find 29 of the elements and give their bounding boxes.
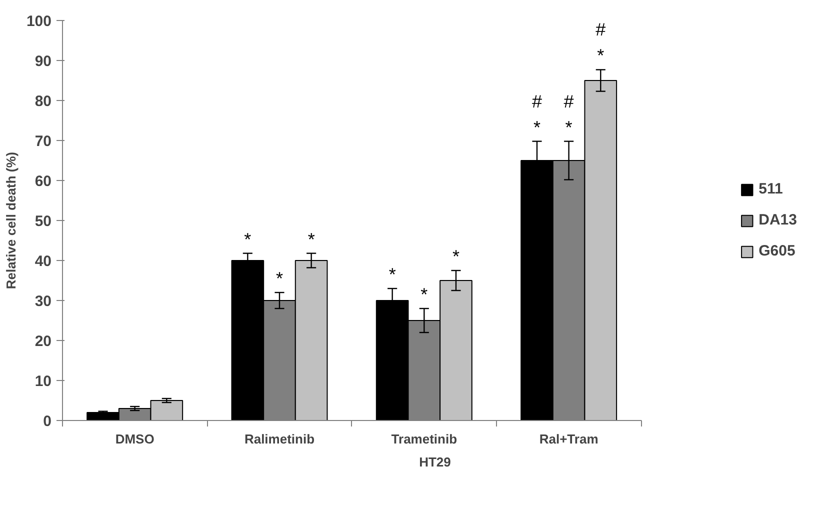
data-label: * [276,268,284,288]
y-tick-label: 50 [34,213,52,230]
data-label: * # [564,91,574,138]
y-tick-label: 0 [43,413,52,430]
data-label: * # [532,91,542,138]
data-label: * # [596,20,606,66]
x-tick-label: Ral+Tram [539,432,598,446]
y-axis-title: Relative cell death (%) [3,152,18,290]
y-tick-label: 100 [26,13,52,30]
y-tick-label: 70 [34,133,52,150]
data-label: * [420,284,428,304]
y-tick-label: 60 [34,173,52,190]
data-label: * [308,229,315,250]
y-tick-label: 30 [34,293,52,310]
x-tick-label: Ralimetinib [244,432,315,446]
data-label: * [452,246,460,266]
y-tick-label: 20 [34,333,52,350]
y-tick-label: 90 [34,53,52,70]
x-axis-title: HT29 [419,454,451,470]
y-tick-label: 10 [34,373,52,390]
legend-label: DA13 [758,212,797,228]
x-tick-label: DMSO [115,432,154,446]
x-tick-label: Trametinib [391,432,458,446]
data-label: * [388,264,396,284]
legend-label: 511 [758,180,783,198]
legend-label: G605 [758,242,796,260]
y-tick-label: 80 [34,93,52,110]
y-tick-label: 40 [34,253,52,270]
data-label: * [244,229,252,250]
